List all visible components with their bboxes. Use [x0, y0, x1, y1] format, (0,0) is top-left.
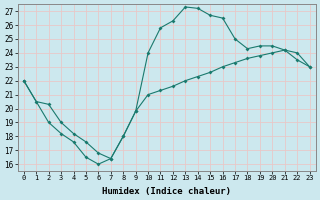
X-axis label: Humidex (Indice chaleur): Humidex (Indice chaleur) — [102, 187, 231, 196]
